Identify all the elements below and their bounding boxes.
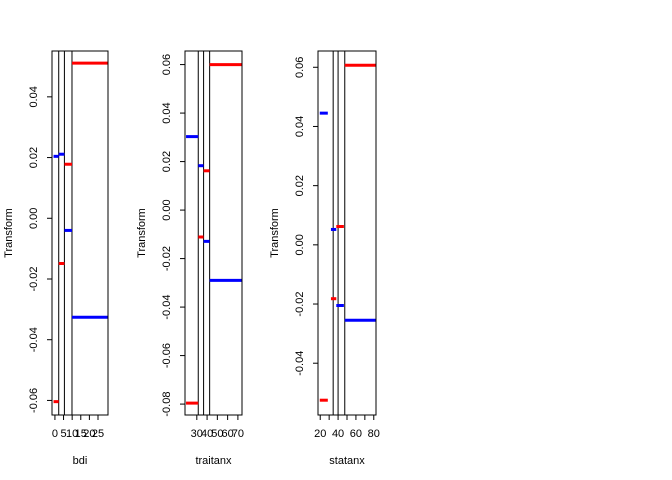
x-axis-title: statanx [329, 455, 365, 467]
plot-frame [317, 50, 377, 416]
x-tick-label: 0 [52, 428, 58, 440]
x-tick-label: 25 [92, 428, 104, 440]
y-tick-label: 0.02 [294, 175, 306, 196]
y-tick-label: 0.00 [28, 208, 40, 229]
panel-statanx: 20 40 60 80 -0.04 -0.02 0.00 0.02 0.04 0.06 statan… [269, 50, 380, 467]
y-tick-label: -0.04 [294, 351, 306, 376]
y-axis-title: Transform [269, 208, 281, 258]
y-axis-title: Transform [136, 208, 148, 258]
plot-frame [184, 50, 243, 416]
y-tick-label: -0.06 [161, 343, 173, 368]
x-tick-label: 80 [368, 428, 380, 440]
plot-frame [51, 50, 109, 416]
x-tick-label: 15 [75, 428, 87, 440]
x-tick-label: 70 [232, 428, 244, 440]
y-tick-label: 0.02 [161, 151, 173, 172]
x-axis-title: bdi [73, 455, 88, 467]
y-tick-label: 0.06 [161, 54, 173, 75]
y-tick-label: 0.06 [294, 57, 306, 78]
y-tick-label: -0.04 [28, 327, 40, 352]
x-axis-title: traitanx [195, 455, 232, 467]
y-tick-label: -0.04 [161, 295, 173, 320]
x-tick-label: 50 [211, 428, 223, 440]
y-tick-label: 0.04 [294, 116, 306, 137]
x-tick-label: 40 [332, 428, 344, 440]
x-tick-label: 10 [66, 428, 78, 440]
x-tick-label: 30 [191, 428, 203, 440]
y-tick-label: -0.06 [28, 388, 40, 413]
y-axis-title: Transform [3, 208, 15, 258]
x-tick-label: 20 [83, 428, 95, 440]
y-tick-label: 0.04 [161, 102, 173, 123]
y-tick-label: -0.02 [161, 246, 173, 271]
y-tick-label: 0.00 [294, 234, 306, 255]
y-tick-label: -0.02 [294, 291, 306, 316]
y-tick-label: 0.04 [28, 86, 40, 107]
x-tick-label: 60 [221, 428, 233, 440]
x-tick-label: 5 [60, 428, 66, 440]
x-tick-label: 40 [201, 428, 213, 440]
y-tick-label: -0.08 [161, 392, 173, 417]
y-tick-label: 0.02 [28, 147, 40, 168]
x-tick-label: 60 [350, 428, 362, 440]
y-tick-label: 0.00 [161, 199, 173, 220]
x-tick-label: 20 [314, 428, 326, 440]
y-tick-label: -0.02 [28, 266, 40, 291]
